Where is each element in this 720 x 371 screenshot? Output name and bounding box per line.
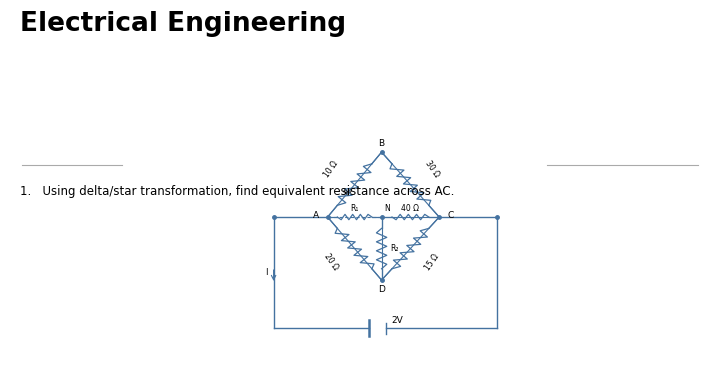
Text: 20 Ω: 20 Ω — [323, 252, 341, 272]
Text: R₂: R₂ — [390, 244, 399, 253]
Text: 40 Ω: 40 Ω — [402, 204, 419, 213]
Text: I: I — [266, 268, 268, 277]
Text: N: N — [384, 204, 390, 213]
Text: D: D — [378, 285, 385, 293]
Text: Electrical Engineering: Electrical Engineering — [20, 11, 346, 37]
Text: 1.   Using delta/star transformation, find equivalent resistance across AC.: 1. Using delta/star transformation, find… — [20, 186, 454, 198]
Text: B: B — [379, 139, 384, 148]
Text: A: A — [312, 211, 319, 220]
Text: R₁: R₁ — [343, 185, 355, 197]
Text: C: C — [448, 211, 454, 220]
Text: 10 Ω: 10 Ω — [323, 159, 341, 179]
Text: 30 Ω: 30 Ω — [423, 159, 441, 179]
Text: R₁: R₁ — [351, 204, 359, 213]
Text: 15 Ω: 15 Ω — [423, 252, 441, 272]
Text: 2V: 2V — [392, 316, 403, 325]
